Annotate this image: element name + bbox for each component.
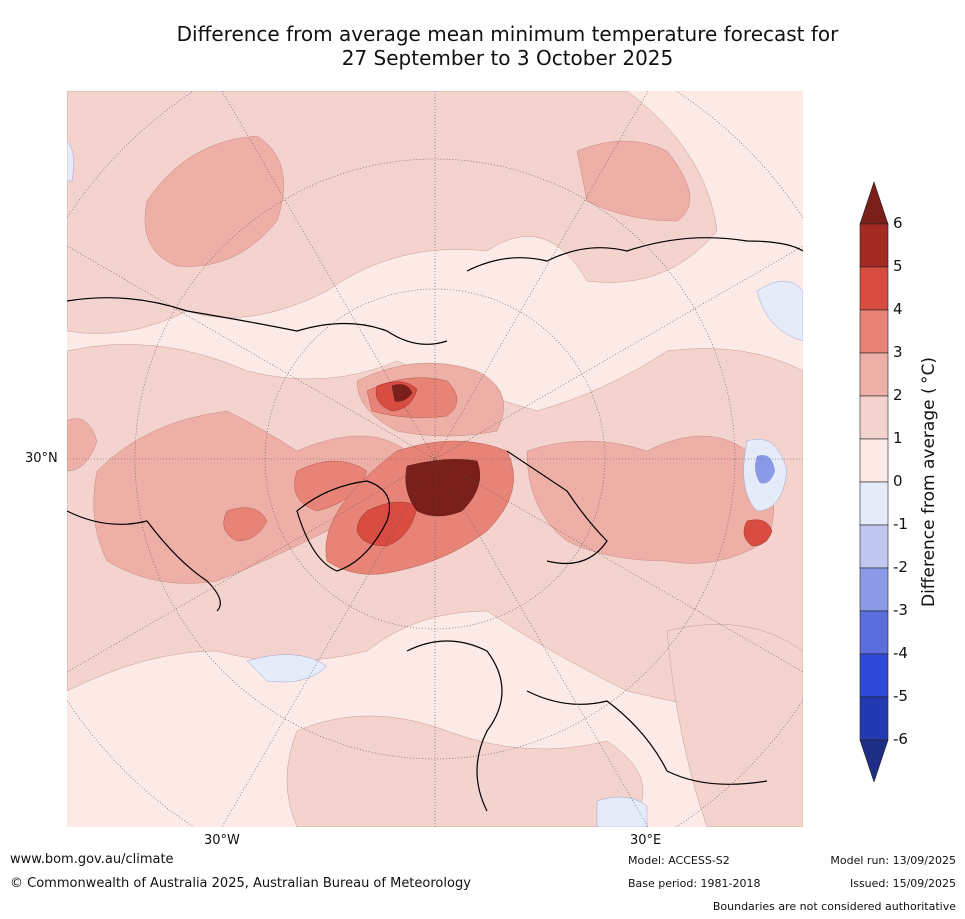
footer-url[interactable]: www.bom.gov.au/climate [10,852,174,867]
colorbar-tick-label: -4 [893,644,908,662]
footer-model: Model: ACCESS-S2 [628,854,730,867]
colorbar-tick-label: 5 [893,257,903,275]
colorbar-segment [859,696,889,741]
colorbar-tick-label: 6 [893,214,903,232]
colorbar-tick-label: -2 [893,558,908,576]
anomaly-minus2-region [755,455,775,484]
footer-base-period: Base period: 1981-2018 [628,877,761,890]
colorbar-segment [859,567,889,612]
colorbar-segment [859,610,889,655]
colorbar-tick-label: 0 [893,472,903,490]
colorbar-segment [859,223,889,268]
footer-copyright: © Commonwealth of Australia 2025, Austra… [10,876,471,891]
colorbar-extend-low [859,739,889,782]
colorbar-tick-label: 4 [893,300,903,318]
colorbar-tick-label: 2 [893,386,903,404]
colorbar [859,181,889,782]
map-svg [67,91,803,827]
footer-disclaimer: Boundaries are not considered authoritat… [712,900,956,913]
colorbar-segment [859,524,889,569]
colorbar-tick-label: -6 [893,730,908,748]
anomaly-negative-regions [67,140,803,827]
title-line-2: 27 September to 3 October 2025 [341,46,674,70]
footer-issued: Issued: 15/09/2025 [849,877,956,890]
colorbar-segment [859,309,889,354]
map-title: Difference from average mean minimum tem… [0,22,965,70]
coastlines [67,237,803,812]
colorbar-tick-label: -3 [893,601,908,619]
colorbar-segment [859,352,889,397]
colorbar-segment [859,481,889,526]
colorbar-tick-label: -5 [893,687,908,705]
title-line-1: Difference from average mean minimum tem… [176,22,839,46]
colorbar-segment [859,266,889,311]
colorbar-tick-label: 1 [893,429,903,447]
lat-label-30n: 30°N [25,451,58,466]
graticule [67,91,803,827]
colorbar-segment [859,395,889,440]
colorbar-tick-label: -1 [893,515,908,533]
colorbar-segment [859,438,889,483]
colorbar-tick-label: 3 [893,343,903,361]
colorbar-segment [859,653,889,698]
footer-model-run: Model run: 13/09/2025 [830,854,956,867]
lon-label-30e: 30°E [630,833,662,848]
colorbar-title: Difference from average ( °C) [919,356,939,608]
lon-label-30w: 30°W [204,833,240,848]
anomaly-above-5-regions [391,384,481,517]
colorbar-extend-high [859,181,889,225]
forecast-map[interactable] [67,91,803,827]
